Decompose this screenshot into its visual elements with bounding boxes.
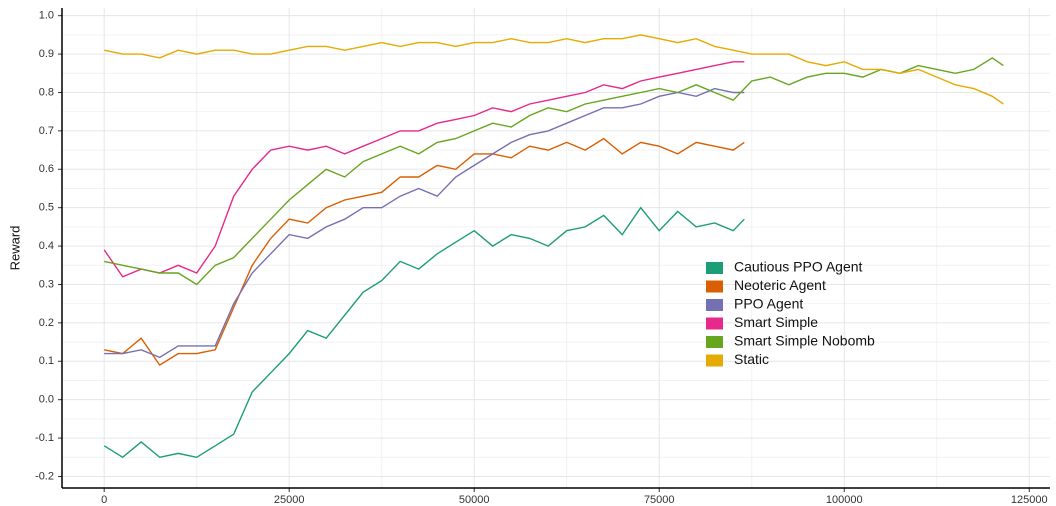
legend-label: Neoteric Agent <box>734 277 826 293</box>
y-tick-label: 1.0 <box>39 10 54 22</box>
y-tick-label: 0.0 <box>39 394 54 406</box>
legend-swatch <box>706 317 723 330</box>
x-tick-label: 25000 <box>274 494 305 506</box>
y-tick-label: 0.7 <box>39 125 54 137</box>
y-tick-label: 0.1 <box>39 355 54 367</box>
legend-label: Static <box>734 351 769 367</box>
series-line <box>104 137 745 367</box>
x-tick-label: 100000 <box>826 494 863 506</box>
series-line <box>104 57 1004 286</box>
y-tick-label: -0.2 <box>35 470 54 482</box>
legend-label: PPO Agent <box>734 296 803 312</box>
legend-label: Cautious PPO Agent <box>734 259 863 275</box>
x-tick-label: 50000 <box>459 494 490 506</box>
series-line <box>104 87 745 359</box>
y-tick-label: 0.8 <box>39 86 54 98</box>
x-tick-label: 0 <box>101 494 107 506</box>
legend-swatch <box>706 299 723 311</box>
series-line <box>103 206 745 459</box>
y-tick-label: 0.9 <box>39 48 54 60</box>
y-tick-label: 0.3 <box>39 278 54 290</box>
series-line <box>104 34 1004 105</box>
y-tick-label: -0.1 <box>35 432 54 444</box>
y-axis-label: Reward <box>7 226 22 271</box>
y-tick-label: 0.5 <box>39 202 54 214</box>
x-tick-label: 125000 <box>1011 494 1048 506</box>
y-tick-label: 0.6 <box>39 163 54 175</box>
legend-label: Smart Simple <box>734 314 818 330</box>
legend-swatch <box>706 262 723 274</box>
x-tick-label: 75000 <box>644 494 675 506</box>
legend-swatch <box>706 280 723 293</box>
legend-swatch <box>706 354 723 367</box>
series-line <box>103 61 745 278</box>
y-tick-label: 0.4 <box>39 240 54 252</box>
legend-label: Smart Simple Nobomb <box>734 333 875 349</box>
legend-swatch <box>706 336 723 348</box>
y-tick-label: 0.2 <box>39 317 54 329</box>
